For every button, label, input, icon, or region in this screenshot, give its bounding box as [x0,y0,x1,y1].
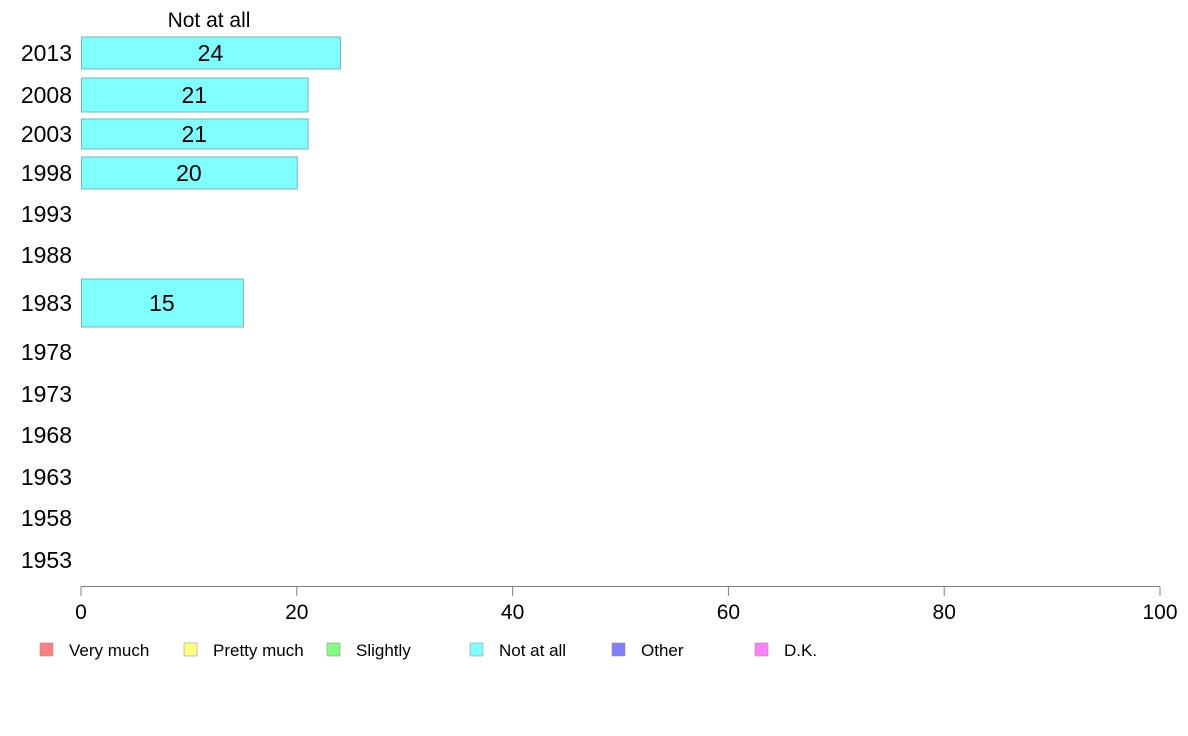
bar-not-at-all-1998 [81,156,298,190]
legend-label: Not at all [499,641,566,660]
legend-label: D.K. [784,641,817,660]
bar-not-at-all-2008 [81,77,309,113]
x-tick-label: 80 [933,601,956,624]
legend-swatch [469,642,484,657]
legend-swatch [326,642,341,657]
chart-title: Not at all [168,9,251,32]
legend-swatch [39,642,54,657]
bar-value-label: 15 [149,290,175,316]
bar-value-label: 24 [198,40,224,66]
x-tick-label: 40 [501,601,524,624]
legend-swatch [611,642,626,657]
y-tick-label: 2013 [21,40,72,66]
legend-swatch [183,642,198,657]
bar-value-label: 21 [181,82,207,108]
x-tick-label: 0 [75,601,87,624]
legend-label: Slightly [356,641,411,660]
y-tick-label: 1998 [21,160,72,186]
bar-value-label: 20 [176,160,202,186]
legend-label: Pretty much [213,641,304,660]
y-tick-label: 1988 [21,242,72,268]
y-tick-label: 2003 [21,121,72,147]
bar-not-at-all-1983 [81,278,244,328]
y-tick-label: 1958 [21,505,72,531]
legend-label: Very much [69,641,149,660]
bar-not-at-all-2003 [81,118,309,150]
x-tick-label: 60 [717,601,740,624]
bar-not-at-all-2013 [81,36,341,70]
y-tick-label: 1973 [21,381,72,407]
y-tick-label: 1953 [21,547,72,573]
legend-swatch [754,642,769,657]
x-tick-label: 100 [1142,601,1177,624]
legend-label: Other [641,641,684,660]
y-tick-label: 2008 [21,82,72,108]
y-tick-label: 1963 [21,464,72,490]
x-tick-label: 20 [285,601,308,624]
y-tick-label: 1993 [21,201,72,227]
bar-value-label: 21 [181,121,207,147]
y-tick-label: 1978 [21,339,72,365]
y-tick-label: 1983 [21,290,72,316]
y-tick-label: 1968 [21,422,72,448]
